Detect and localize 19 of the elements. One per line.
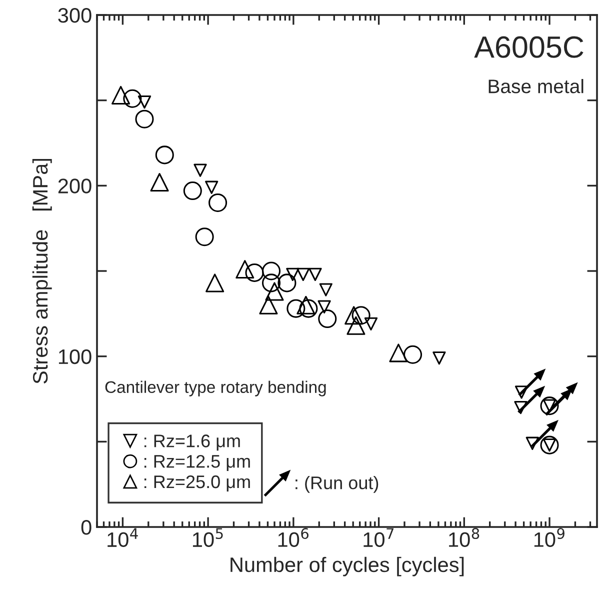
x-tick-label: 10$^{5}$ <box>192 528 223 548</box>
y-tick-label: 0 <box>81 520 92 535</box>
legend-title: Cantilever type rotary bending <box>105 380 326 396</box>
x-axis-title: Number of cycles [cycles] <box>230 556 464 576</box>
x-tick-label: 10$^{8}$ <box>449 528 480 548</box>
legend-label: : Rz=1.6 μm <box>144 434 240 451</box>
x-tick-label: 10$^{6}$ <box>278 528 308 548</box>
y-axis-title: Stress amplitude [MPa] <box>32 159 52 384</box>
legend-label: : Rz=25.0 μm <box>144 475 250 492</box>
text: A6005C <box>474 36 584 58</box>
y-tick-label: 100 <box>58 349 92 364</box>
x-tick-label: 10$^{9}$ <box>534 528 564 548</box>
legend-label: : (Run out) <box>296 476 378 493</box>
x-tick-label: 10$^{7}$ <box>364 528 394 548</box>
x-tick-label: 10$^{4}$ <box>108 528 138 548</box>
y-tick-label: 300 <box>58 8 92 23</box>
y-tick-label: 200 <box>58 178 92 194</box>
legend-label: : Rz=12.5 μm <box>144 454 250 472</box>
text: Base metal <box>488 79 584 94</box>
